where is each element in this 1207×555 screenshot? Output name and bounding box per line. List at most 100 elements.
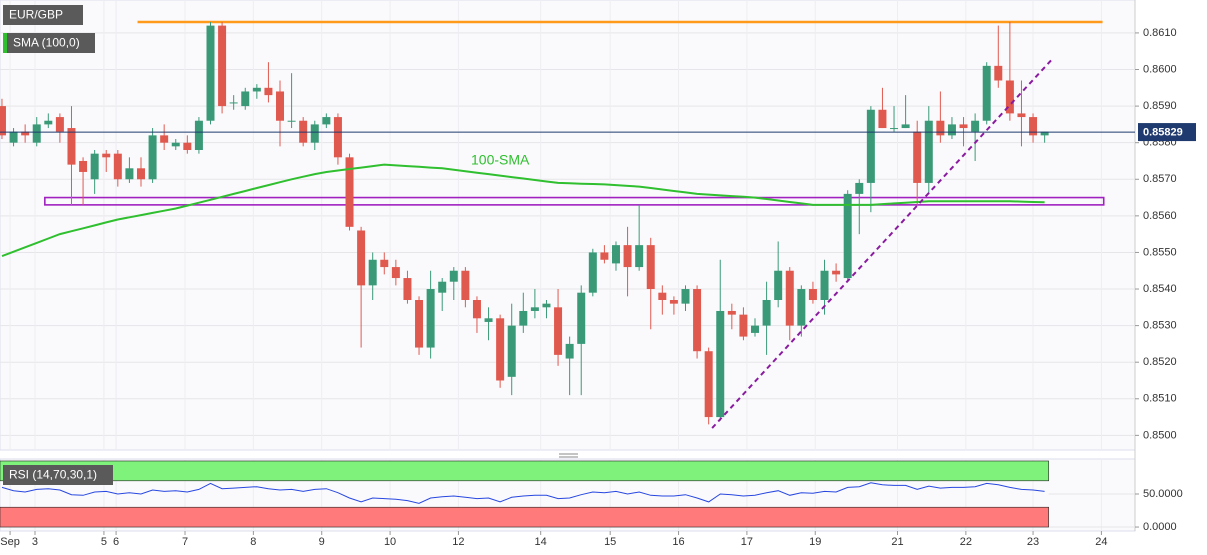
candle-body	[1017, 113, 1026, 118]
candle-body	[194, 120, 203, 150]
x-tick-label: 10	[384, 536, 396, 548]
support-zone	[44, 196, 1105, 206]
y-tick-label: 0.8540	[1143, 283, 1177, 295]
candle-body	[264, 87, 273, 96]
rsi-badge	[3, 465, 113, 485]
candle-body	[484, 318, 493, 322]
candle-body	[160, 135, 169, 143]
candle-body	[322, 117, 331, 125]
indicator-badge	[3, 33, 95, 53]
trend-line	[711, 57, 1054, 429]
candle-body	[67, 128, 76, 165]
price-panel	[0, 0, 1136, 451]
rsi-line	[1, 482, 1045, 504]
candle-body	[890, 128, 899, 130]
candle-body	[148, 135, 157, 180]
candle-body	[588, 252, 597, 293]
candle-body	[623, 245, 632, 268]
candle-body	[774, 270, 783, 300]
x-tick-label: 16	[672, 536, 684, 548]
candle-body	[901, 124, 910, 129]
candle-body	[600, 252, 609, 260]
x-tick-label: 6	[113, 536, 119, 548]
candle-body	[241, 91, 250, 107]
candle-body	[113, 153, 122, 180]
candle-body	[90, 153, 99, 180]
candle-body	[380, 259, 389, 268]
candle-body	[866, 109, 875, 183]
candle-body	[206, 25, 215, 121]
candle-body	[855, 182, 864, 194]
candle-body	[832, 270, 841, 275]
y-tick-label: 0.8520	[1143, 356, 1177, 368]
candle-body	[1029, 117, 1038, 136]
candle-body	[820, 270, 829, 300]
candle-body	[229, 102, 238, 104]
candle-body	[1005, 80, 1014, 114]
rsi-label: RSI (14,70,30,1)	[9, 468, 97, 482]
candle-body	[368, 259, 377, 286]
candle-body	[704, 351, 713, 418]
candle-body	[947, 124, 956, 136]
candle-body	[218, 25, 227, 107]
candle-body	[658, 292, 667, 300]
x-tick-label: 7	[182, 536, 188, 548]
y-tick-label: 0.8610	[1143, 27, 1177, 39]
x-tick-label: 21	[891, 536, 903, 548]
candle-body	[287, 120, 296, 122]
candle-body	[982, 65, 991, 121]
indicator-swatch	[3, 33, 7, 53]
candle-body	[542, 303, 551, 308]
candle-body	[693, 289, 702, 352]
candle-body	[102, 153, 111, 158]
candle-body	[1040, 131, 1049, 136]
candle-body	[333, 117, 342, 158]
candle-body	[125, 168, 134, 180]
x-tick-label: 15	[604, 536, 616, 548]
x-tick-label: 5	[101, 536, 107, 548]
candle-body	[438, 281, 447, 293]
x-tick-label: 9	[319, 536, 325, 548]
candle-body	[403, 278, 412, 300]
candle-body	[751, 325, 760, 333]
y-tick-label: 0.8590	[1143, 100, 1177, 112]
candle-body	[0, 106, 6, 136]
candle-body	[32, 124, 41, 143]
candle-body	[171, 142, 180, 147]
candle-body	[357, 230, 366, 286]
candle-body	[611, 245, 620, 264]
candle-body	[994, 65, 1003, 81]
x-tick-label: 12	[452, 536, 464, 548]
candle-body	[577, 292, 586, 344]
y-tick-label: 0.8550	[1143, 246, 1177, 258]
candle-body	[971, 120, 980, 132]
candle-body	[252, 87, 261, 92]
candle-body	[472, 300, 481, 319]
y-tick-label: 0.8600	[1143, 63, 1177, 75]
symbol-badge	[3, 5, 83, 25]
x-tick-label: 19	[809, 536, 821, 548]
candle-body	[345, 157, 354, 227]
y-tick-label: 0.8570	[1143, 173, 1177, 185]
candle-body	[426, 289, 435, 348]
rsi-y-tick-label: 0.0000	[1143, 521, 1177, 533]
x-tick-label: 3	[32, 536, 38, 548]
x-tick-label: 8	[250, 536, 256, 548]
candle-body	[959, 124, 968, 129]
candle-body	[913, 131, 922, 183]
candle-body	[739, 314, 748, 337]
candle-body	[496, 318, 505, 381]
x-tick-label: 24	[1095, 536, 1107, 548]
candle-body	[936, 120, 945, 136]
y-tick-label: 0.8500	[1143, 429, 1177, 441]
candle-body	[762, 300, 771, 326]
candle-body	[507, 325, 516, 377]
candle-body	[554, 307, 563, 355]
y-tick-label: 0.8530	[1143, 320, 1177, 332]
candle-body	[669, 300, 678, 304]
candle-body	[310, 124, 319, 143]
candle-body	[21, 131, 30, 136]
candle-body	[461, 270, 470, 300]
x-tick-label: Sep	[0, 536, 20, 548]
candle-body	[808, 289, 817, 300]
